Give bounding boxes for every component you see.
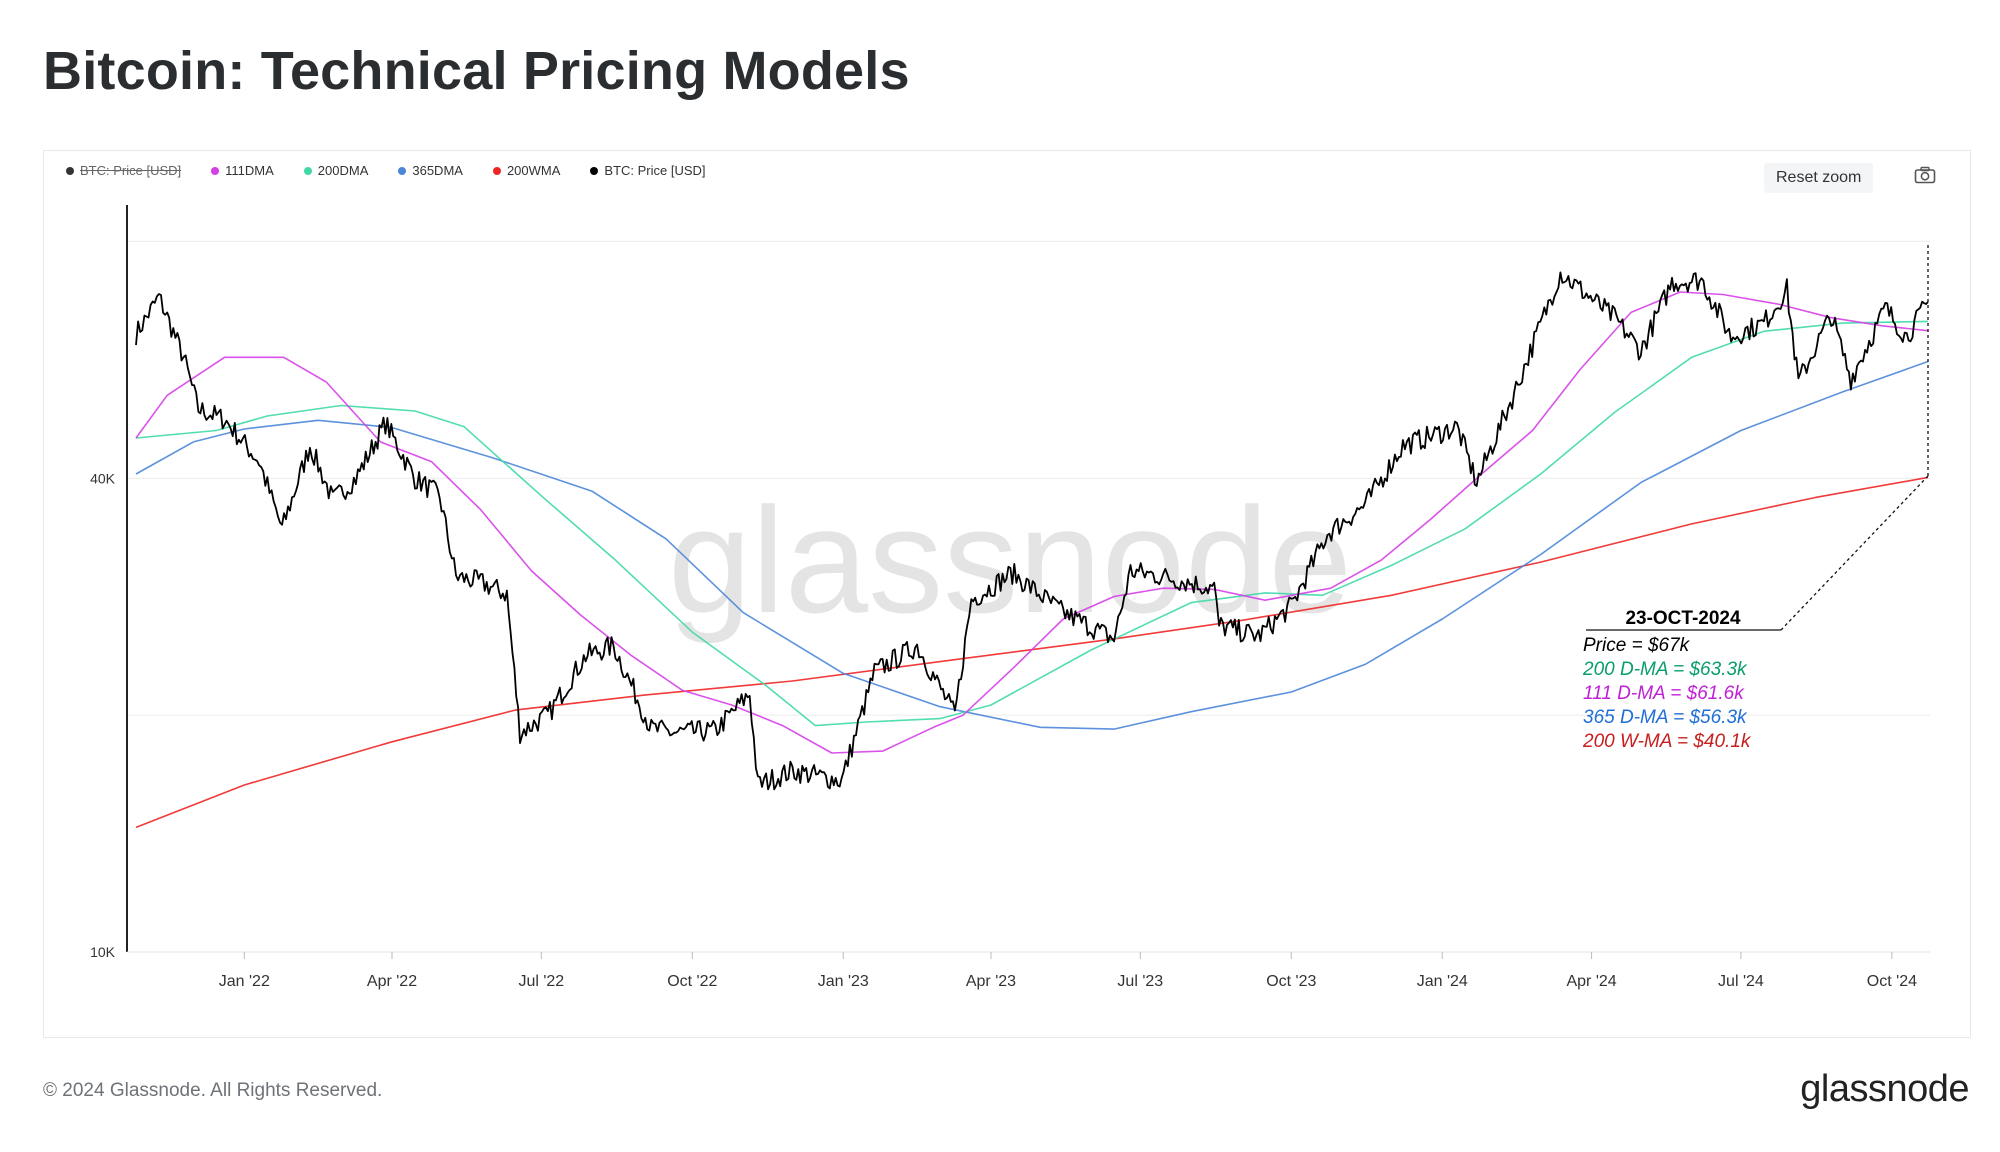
x-tick-label: Jan '22 bbox=[219, 973, 270, 990]
legend-item-111dma[interactable]: 111DMA bbox=[211, 163, 274, 178]
legend-label: 200WMA bbox=[506, 163, 561, 178]
legend-dot bbox=[211, 166, 220, 175]
legend-label: BTC: Price [USD] bbox=[604, 163, 706, 178]
camera-icon[interactable] bbox=[1914, 166, 1936, 184]
legend-dot bbox=[303, 166, 312, 175]
x-tick-label: Jul '23 bbox=[1117, 973, 1163, 990]
x-tick-label: Oct '23 bbox=[1266, 973, 1316, 990]
legend-item-200wma[interactable]: 200WMA bbox=[492, 163, 561, 178]
chart-panel: BTC: Price [USD] 111DMA 200DMA 365DMA 20… bbox=[43, 150, 1971, 1038]
x-tick-label: Jul '22 bbox=[518, 973, 564, 990]
x-tick-label: Apr '22 bbox=[367, 973, 417, 990]
x-tick-label: Jan '23 bbox=[818, 973, 869, 990]
x-tick-label: Oct '24 bbox=[1867, 973, 1917, 990]
x-tick-label: Apr '24 bbox=[1566, 973, 1616, 990]
watermark: glassnode bbox=[668, 476, 1352, 644]
annotation-line: 200 W-MA = $40.1k bbox=[1582, 731, 1752, 752]
annotation-date: 23-OCT-2024 bbox=[1625, 608, 1741, 629]
annotation-line: 200 D-MA = $63.3k bbox=[1582, 659, 1748, 680]
legend-item-365dma[interactable]: 365DMA bbox=[398, 163, 463, 178]
series-line-200wma bbox=[135, 476, 1929, 829]
x-tick-label: Jan '24 bbox=[1417, 973, 1468, 990]
annotation-line: Price = $67k bbox=[1583, 635, 1691, 656]
copyright-text: © 2024 Glassnode. All Rights Reserved. bbox=[43, 1080, 383, 1101]
legend-item-btc-price[interactable]: BTC: Price [USD] bbox=[590, 163, 706, 178]
x-tick-label: Jul '24 bbox=[1718, 973, 1764, 990]
legend-label: 365DMA bbox=[412, 163, 463, 178]
legend-dot bbox=[590, 166, 599, 175]
annotation-line: 111 D-MA = $61.6k bbox=[1583, 683, 1745, 704]
x-tick-label: Oct '22 bbox=[667, 973, 717, 990]
series-line-365dma bbox=[135, 360, 1929, 730]
legend-dot bbox=[66, 166, 74, 175]
series-line-btc-price-usd bbox=[135, 271, 1929, 791]
page-title: Bitcoin: Technical Pricing Models bbox=[43, 41, 910, 101]
y-tick-label: 10K bbox=[90, 944, 116, 960]
glassnode-logo: glassnode bbox=[1800, 1068, 1969, 1110]
x-tick-label: Apr '23 bbox=[966, 973, 1016, 990]
legend-dot bbox=[398, 166, 407, 175]
annotation-line: 365 D-MA = $56.3k bbox=[1583, 707, 1748, 728]
legend-item-200dma[interactable]: 200DMA bbox=[303, 163, 369, 178]
legend-label: 111DMA bbox=[225, 163, 274, 178]
legend-label: 200DMA bbox=[317, 163, 369, 178]
chart-legend: BTC: Price [USD] 111DMA 200DMA 365DMA 20… bbox=[66, 163, 736, 178]
reset-zoom-button[interactable]: Reset zoom bbox=[1764, 163, 1874, 193]
legend-item-btc-price-hidden[interactable]: BTC: Price [USD] bbox=[66, 163, 181, 178]
y-tick-label: 40K bbox=[90, 470, 116, 486]
series-line-111dma bbox=[135, 291, 1929, 754]
legend-dot bbox=[492, 166, 501, 175]
legend-label: BTC: Price [USD] bbox=[80, 163, 182, 178]
annotation-leader-line bbox=[1780, 475, 1929, 631]
